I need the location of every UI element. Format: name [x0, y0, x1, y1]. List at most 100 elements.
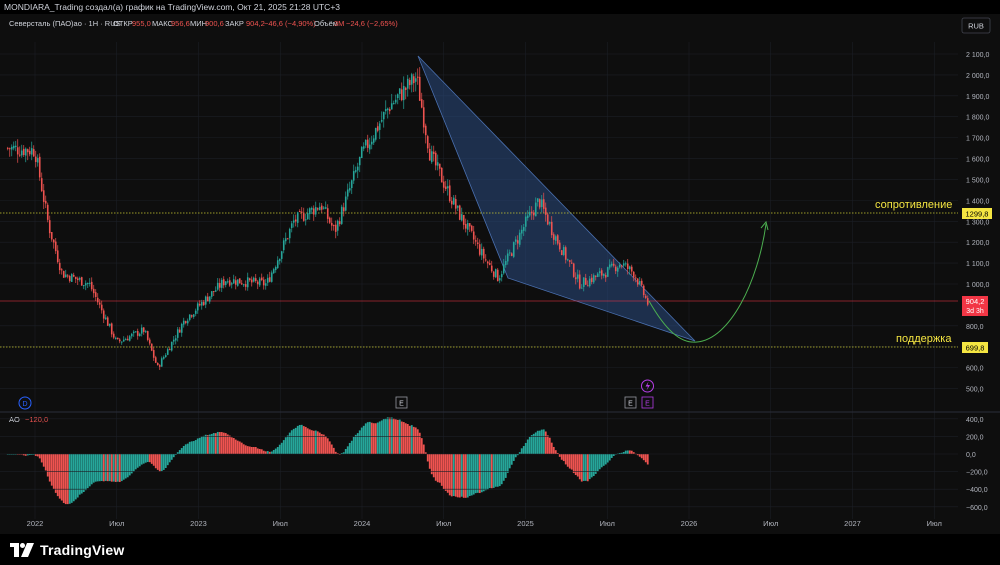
candle-body — [90, 281, 93, 290]
ao-bar — [346, 446, 349, 454]
ao-bar — [82, 454, 85, 493]
candle-body — [240, 283, 243, 285]
ao-bar — [456, 454, 459, 498]
ao-bar — [380, 420, 383, 454]
candle-body — [406, 78, 409, 89]
ao-bar — [564, 454, 567, 465]
candle-body — [598, 271, 601, 274]
chart-svg[interactable]: Северсталь (ПАО)ао · 1Н · RUS ОТКР 955,0… — [0, 14, 1000, 534]
ao-bar — [146, 454, 149, 463]
dividend-marker[interactable] — [18, 396, 32, 410]
time-axis[interactable]: 2022 Июл 2023 Июл 2024 Июл 2025 Июл 2026 Июл 2027 И… — [27, 519, 942, 528]
candle-body — [570, 262, 573, 264]
ao-bar — [72, 454, 75, 502]
ao-bar — [560, 454, 563, 460]
candle-body — [356, 166, 359, 171]
support-annotation[interactable]: поддержка — [896, 333, 952, 345]
candle-body — [642, 285, 645, 296]
ao-bar — [556, 452, 559, 454]
candle-body — [444, 186, 447, 190]
ao-bar — [70, 454, 73, 503]
ao-bar — [248, 446, 251, 454]
ao-bar — [606, 454, 609, 463]
projection-arrow[interactable] — [648, 223, 767, 343]
earnings-marker-2[interactable] — [624, 396, 637, 409]
ao-bar — [86, 454, 89, 489]
ao-bar — [236, 440, 239, 454]
ao-bar — [378, 421, 381, 454]
price-axis[interactable]: 2 100,0 2 000,0 1 900,0 1 800,0 1 700,0 1 600… — [966, 52, 989, 394]
price-triangle-zone[interactable] — [417, 55, 696, 342]
ao-bar — [244, 445, 247, 454]
ao-bar — [204, 434, 207, 454]
candle-body — [432, 151, 435, 154]
ao-bar — [438, 454, 441, 483]
ao-bar — [212, 433, 215, 454]
tradingview-logo[interactable]: TradingView — [10, 541, 124, 559]
ao-bar — [76, 454, 79, 498]
candle-body — [114, 337, 117, 339]
candle-body — [308, 208, 311, 215]
candle-body — [128, 336, 131, 341]
ao-bar — [178, 450, 181, 454]
chart-area[interactable]: Северсталь (ПАО)ао · 1Н · RUS ОТКР 955,0… — [0, 14, 1000, 534]
candle-body — [332, 225, 335, 227]
candle-body — [516, 240, 519, 244]
ao-bar — [354, 434, 357, 454]
ao-bar — [504, 454, 507, 478]
ao-bar — [260, 449, 263, 454]
price-tick: 1 500,0 — [966, 177, 989, 184]
candle-body — [412, 76, 415, 84]
candle-body — [72, 274, 75, 277]
ao-tick: −600,0 — [966, 505, 988, 512]
open-value: 955,0 — [132, 19, 151, 28]
ao-bar — [430, 454, 433, 475]
resistance-annotation[interactable]: сопротивление — [875, 199, 952, 211]
candle-body — [204, 296, 207, 305]
ao-bar — [302, 426, 305, 454]
candles[interactable] — [6, 67, 649, 370]
candle-body — [214, 290, 217, 292]
ao-bar — [602, 454, 605, 466]
candle-body — [646, 298, 649, 305]
candle-body — [566, 259, 569, 261]
time-tick: Июл — [600, 519, 615, 528]
candle-body — [618, 264, 621, 268]
close-value: 904,2 — [246, 19, 265, 28]
ao-axis[interactable]: 400,0 200,0 0,0 −200,0 −400,0 −600,0 — [0, 417, 988, 512]
ao-bar — [228, 435, 231, 454]
currency-button[interactable] — [961, 17, 991, 34]
earnings-marker-1[interactable] — [395, 396, 408, 409]
price-tick: 1 600,0 — [966, 157, 989, 164]
candle-body — [446, 186, 449, 189]
lightning-icon[interactable] — [641, 379, 654, 393]
ao-bar — [238, 441, 241, 454]
ao-bar — [358, 430, 361, 454]
time-tick: 2026 — [681, 519, 698, 528]
candle-body — [38, 156, 41, 178]
ao-bar — [334, 451, 337, 454]
candle-body — [504, 261, 507, 266]
candle-body — [60, 269, 63, 271]
projection-arrowhead — [760, 220, 769, 231]
ao-bar — [328, 441, 331, 454]
ao-histogram[interactable] — [6, 417, 649, 505]
ao-tick: −400,0 — [966, 487, 988, 494]
candle-body — [410, 74, 413, 85]
earnings-marker-3[interactable] — [641, 396, 654, 409]
candle-body — [232, 279, 235, 284]
candle-body — [602, 273, 605, 276]
ao-bar — [210, 433, 213, 454]
ao-title: AO — [9, 415, 20, 424]
ao-bar — [226, 434, 229, 454]
candle-body — [428, 148, 431, 161]
candle-body — [28, 150, 31, 155]
candle-body — [436, 162, 439, 166]
candle-body — [160, 358, 163, 367]
ao-bar — [398, 419, 401, 454]
tradingview-icon — [10, 543, 34, 557]
ao-bar — [388, 417, 391, 454]
ao-bar — [424, 452, 427, 454]
ao-bar — [468, 454, 471, 497]
candle-body — [40, 178, 43, 192]
